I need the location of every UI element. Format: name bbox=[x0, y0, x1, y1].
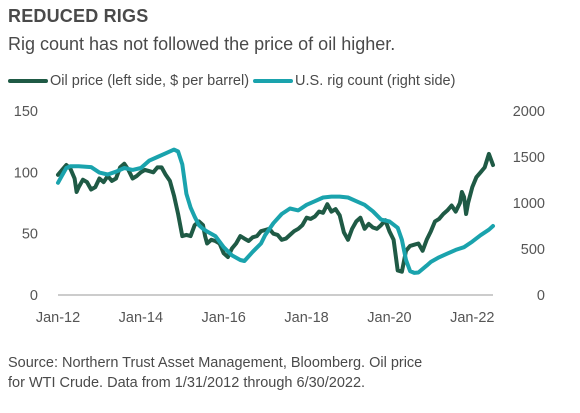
y-right-tick-label: 1500 bbox=[513, 150, 545, 166]
y-left-tick-label: 100 bbox=[14, 165, 38, 181]
source-line-2: for WTI Crude. Data from 1/31/2012 throu… bbox=[8, 375, 366, 391]
page-title: REDUCED RIGS bbox=[8, 6, 149, 26]
y-right-tick-label: 2000 bbox=[513, 104, 545, 120]
x-tick-label: Jan-14 bbox=[119, 310, 163, 326]
x-tick-label: Jan-20 bbox=[367, 310, 411, 326]
source-note: Source: Northern Trust Asset Management,… bbox=[8, 353, 578, 393]
y-right-tick-label: 0 bbox=[537, 288, 545, 304]
series-lines bbox=[56, 147, 495, 275]
rig-count-line bbox=[56, 147, 495, 275]
legend-swatch-oil bbox=[8, 79, 48, 83]
page-subtitle: Rig count has not followed the price of … bbox=[8, 34, 396, 54]
legend-swatch-rig bbox=[253, 79, 294, 83]
legend-label-oil: Oil price (left side, $ per barrel) bbox=[50, 73, 250, 89]
y-left-tick-label: 0 bbox=[30, 288, 38, 304]
y-right-tick-label: 500 bbox=[521, 242, 545, 258]
chart-legend: Oil price (left side, $ per barrel) U.S.… bbox=[8, 70, 459, 92]
legend-label-rig: U.S. rig count (right side) bbox=[295, 73, 456, 89]
y-left-tick-label: 150 bbox=[14, 104, 38, 120]
legend-item-rig: U.S. rig count (right side) bbox=[253, 73, 455, 89]
legend-item-oil: Oil price (left side, $ per barrel) bbox=[8, 73, 249, 89]
y-left-tick-label: 50 bbox=[22, 227, 38, 243]
x-tick-label: Jan-16 bbox=[202, 310, 246, 326]
y-right-tick-label: 1000 bbox=[513, 196, 545, 212]
oil-price-line bbox=[56, 151, 495, 274]
x-tick-label: Jan-12 bbox=[36, 310, 80, 326]
x-tick-label: Jan-22 bbox=[450, 310, 494, 326]
x-tick-label: Jan-18 bbox=[284, 310, 328, 326]
source-line-1: Source: Northern Trust Asset Management,… bbox=[8, 355, 423, 371]
